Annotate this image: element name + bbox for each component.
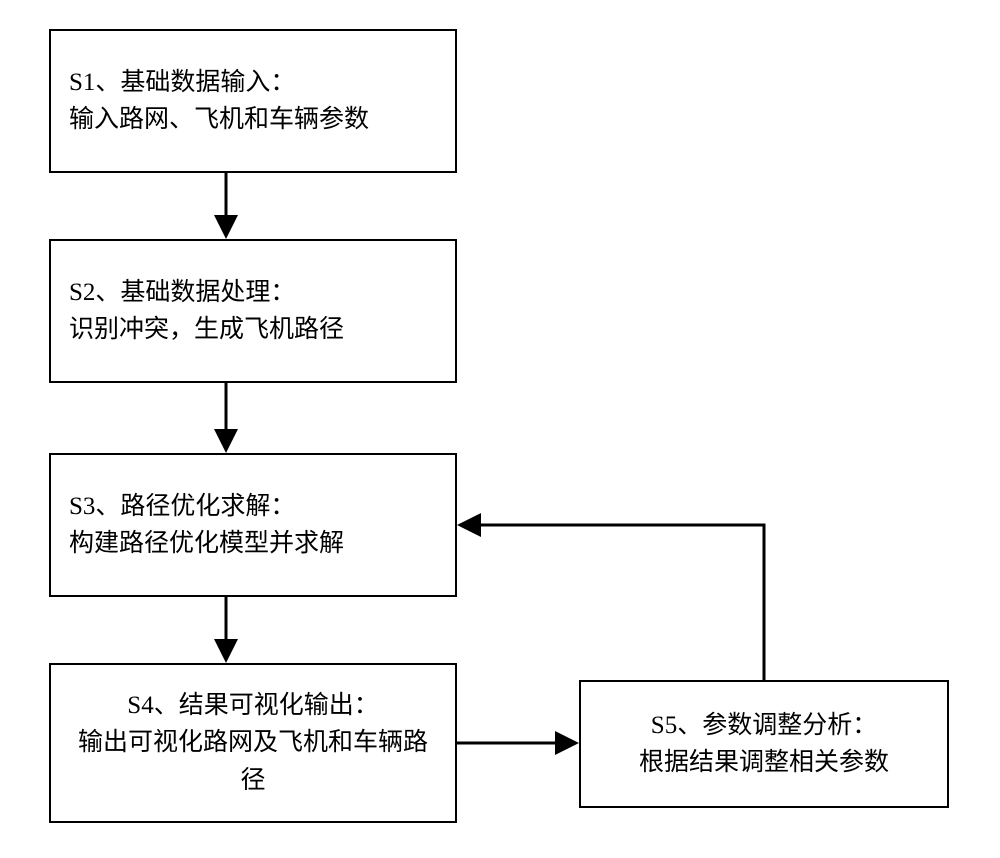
- node-s2-subtitle: 识别冲突，生成飞机路径: [69, 311, 437, 349]
- node-s3: S3、路径优化求解： 构建路径优化模型并求解: [49, 453, 457, 597]
- node-s1-subtitle: 输入路网、飞机和车辆参数: [69, 101, 437, 139]
- node-s4: S4、结果可视化输出： 输出可视化路网及飞机和车辆路径: [49, 663, 457, 823]
- node-s2: S2、基础数据处理： 识别冲突，生成飞机路径: [49, 239, 457, 383]
- node-s3-title: S3、路径优化求解：: [69, 488, 437, 526]
- node-s2-title: S2、基础数据处理：: [69, 274, 437, 312]
- node-s4-subtitle: 输出可视化路网及飞机和车辆路径: [69, 724, 437, 799]
- node-s5-subtitle: 根据结果调整相关参数: [599, 744, 929, 782]
- edge-s5-s3: [463, 525, 764, 680]
- node-s1: S1、基础数据输入： 输入路网、飞机和车辆参数: [49, 29, 457, 173]
- node-s1-title: S1、基础数据输入：: [69, 64, 437, 102]
- node-s5: S5、参数调整分析： 根据结果调整相关参数: [579, 680, 949, 808]
- node-s3-subtitle: 构建路径优化模型并求解: [69, 525, 437, 563]
- node-s4-title: S4、结果可视化输出：: [69, 687, 437, 725]
- node-s5-title: S5、参数调整分析：: [599, 707, 929, 745]
